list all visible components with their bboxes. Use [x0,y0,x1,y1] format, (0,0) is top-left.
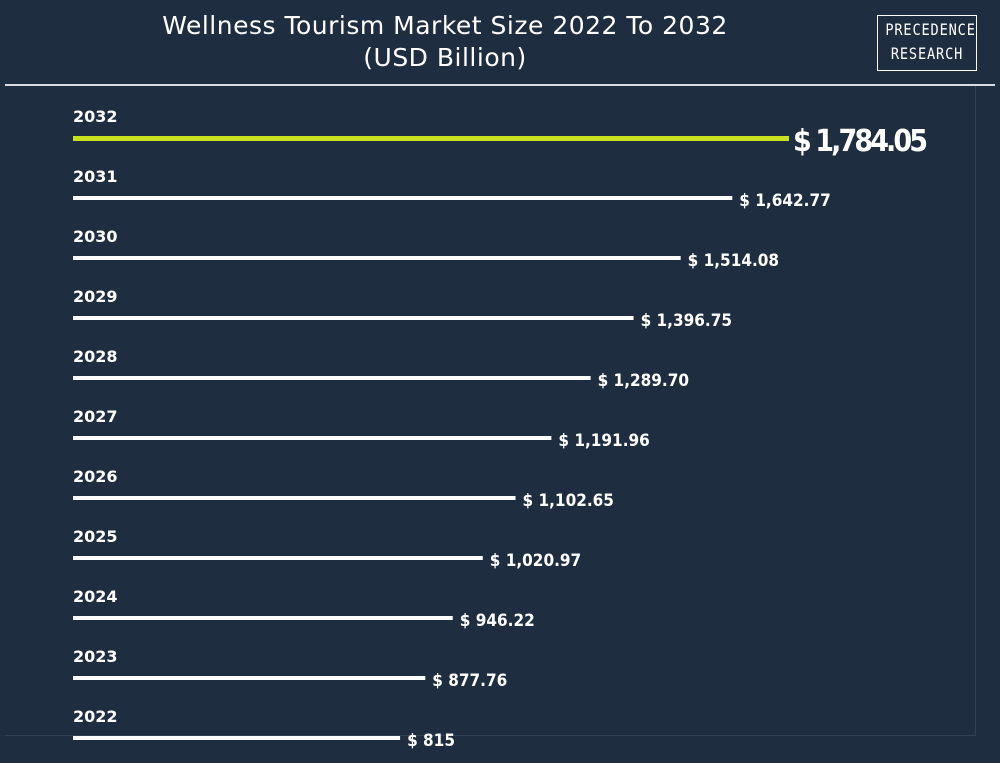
chart-title-line2: (USD Billion) [363,43,527,72]
value-label-2024: $ 946.22 [460,611,535,631]
year-label-2024: 2024 [73,587,118,606]
year-label-2028: 2028 [73,347,118,366]
logo-line1: PRECEDENCE [885,20,976,39]
bar-2031 [73,196,733,200]
frame-bottom-border [5,735,975,736]
chart-title: Wellness Tourism Market Size 2022 To 203… [0,10,890,74]
year-label-2030: 2030 [73,227,118,246]
year-label-2031: 2031 [73,167,118,186]
year-label-2027: 2027 [73,407,118,426]
value-label-2022: $ 815 [407,731,455,751]
value-label-2031: $ 1,642.77 [739,191,830,211]
bar-2028 [73,376,591,380]
chart-title-line1: Wellness Tourism Market Size 2022 To 203… [162,11,728,40]
year-label-2029: 2029 [73,287,118,306]
value-label-2030: $ 1,514.08 [688,251,779,271]
bar-2026 [73,496,516,500]
value-label-2025: $ 1,020.97 [490,551,581,571]
year-label-2025: 2025 [73,527,118,546]
bar-2023 [73,676,426,680]
bar-2027 [73,436,552,440]
value-label-2023: $ 877.76 [432,671,507,691]
year-label-2026: 2026 [73,467,118,486]
title-divider [5,84,995,86]
year-label-2032: 2032 [73,107,118,126]
bar-2024 [73,616,453,620]
year-label-2022: 2022 [73,707,118,726]
value-label-2026: $ 1,102.65 [523,491,614,511]
frame-right-border [975,86,976,736]
year-label-2023: 2023 [73,647,118,666]
value-label-2027: $ 1,191.96 [558,431,649,451]
bar-2032 [73,136,789,141]
bar-2029 [73,316,634,320]
precedence-research-logo: PRECEDENCE RESEARCH [877,15,977,71]
value-label-2028: $ 1,289.70 [598,371,689,391]
bar-2030 [73,256,681,260]
bar-2025 [73,556,483,560]
logo-line2: RESEARCH [890,44,964,63]
value-label-2032: $ 1,784.05 [793,124,928,159]
bar-2022 [73,736,401,740]
value-label-2029: $ 1,396.75 [641,311,732,331]
